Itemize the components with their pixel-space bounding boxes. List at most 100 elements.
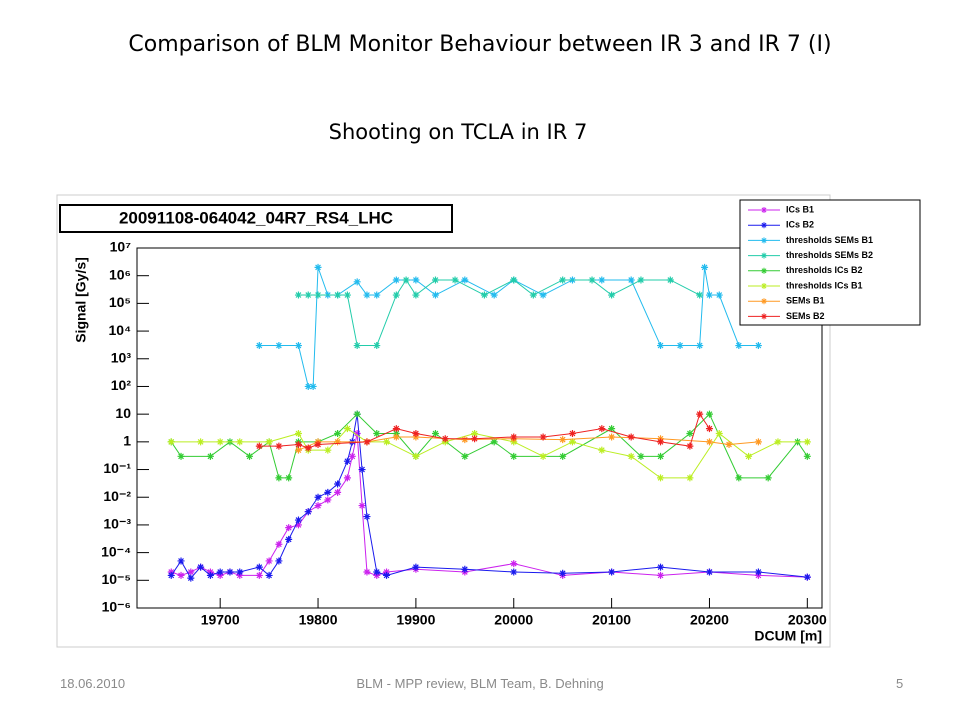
point-marker [353, 278, 361, 286]
point-marker [657, 452, 665, 460]
point-marker [471, 430, 479, 438]
point-marker [412, 430, 420, 438]
point-marker [657, 563, 665, 571]
x-tick-label: 20200 [690, 612, 729, 628]
point-marker [480, 291, 488, 299]
x-axis-label: DCUM [m] [754, 628, 822, 644]
point-marker [412, 452, 420, 460]
y-tick-label: 10⁻² [103, 488, 131, 504]
y-tick-label: 10⁻¹ [103, 460, 131, 476]
point-marker [598, 276, 606, 284]
point-marker [539, 433, 547, 441]
point-marker [735, 474, 743, 482]
point-marker [265, 571, 273, 579]
y-tick-label: 1 [123, 433, 131, 449]
point-marker [725, 441, 733, 449]
point-marker [657, 474, 665, 482]
point-marker [187, 574, 195, 582]
point-marker [304, 444, 312, 452]
legend-label: SEMs B2 [786, 311, 825, 321]
point-marker [246, 452, 254, 460]
footer-page: 5 [896, 676, 904, 691]
point-marker [431, 291, 439, 299]
point-marker [510, 568, 518, 576]
point-marker [353, 410, 361, 418]
point-marker [363, 291, 371, 299]
y-tick-label: 10³ [111, 349, 132, 365]
point-marker [343, 457, 351, 465]
point-marker [304, 291, 312, 299]
legend-marker [761, 283, 767, 289]
point-marker [490, 438, 498, 446]
point-marker [314, 493, 322, 501]
point-marker [275, 342, 283, 350]
point-marker [392, 291, 400, 299]
y-tick-label: 10⁻⁶ [102, 599, 131, 615]
point-marker [324, 446, 332, 454]
point-marker [754, 438, 762, 446]
point-marker [265, 557, 273, 565]
point-marker [358, 502, 366, 510]
point-marker [334, 430, 342, 438]
point-marker [598, 446, 606, 454]
point-marker [608, 425, 616, 433]
point-marker [334, 480, 342, 488]
point-marker [177, 571, 185, 579]
point-marker [353, 430, 361, 438]
point-marker [314, 502, 322, 510]
point-marker [559, 436, 567, 444]
point-marker [314, 441, 322, 449]
point-marker [275, 474, 283, 482]
legend-label: ICs B2 [786, 220, 814, 230]
point-marker [568, 430, 576, 438]
point-marker [177, 452, 185, 460]
x-tick-label: 20100 [592, 612, 631, 628]
point-marker [373, 430, 381, 438]
point-marker [255, 342, 263, 350]
point-marker [294, 342, 302, 350]
point-marker [627, 433, 635, 441]
y-tick-label: 10⁻³ [103, 516, 131, 532]
plot-area [136, 247, 823, 609]
point-marker [294, 516, 302, 524]
point-marker [363, 438, 371, 446]
point-marker [705, 410, 713, 418]
y-tick-label: 10⁴ [109, 322, 132, 338]
point-marker [686, 474, 694, 482]
point-marker [803, 452, 811, 460]
point-marker [216, 438, 224, 446]
chart-title-box [59, 204, 453, 233]
legend-label: SEMs B1 [786, 296, 825, 306]
point-marker [304, 382, 312, 390]
point-marker [167, 438, 175, 446]
point-marker [348, 452, 356, 460]
point-marker [275, 540, 283, 548]
point-marker [754, 568, 762, 576]
point-marker [510, 276, 518, 284]
point-marker [666, 276, 674, 284]
point-marker [764, 474, 772, 482]
point-marker [471, 435, 479, 443]
point-marker [373, 342, 381, 350]
point-marker [461, 452, 469, 460]
point-marker [627, 276, 635, 284]
footer-date: 18.06.2010 [60, 676, 126, 691]
legend-label: thresholds ICs B1 [786, 280, 863, 290]
series-line [298, 436, 759, 451]
point-marker [559, 276, 567, 284]
legend-label: thresholds ICs B2 [786, 265, 863, 275]
y-tick-label: 10⁶ [109, 266, 131, 282]
point-marker [275, 442, 283, 450]
point-marker [343, 474, 351, 482]
point-marker [324, 496, 332, 504]
point-marker [696, 291, 704, 299]
point-marker [373, 291, 381, 299]
y-tick-label: 10² [111, 377, 132, 393]
point-marker [324, 488, 332, 496]
point-marker [412, 276, 420, 284]
point-marker [314, 291, 322, 299]
point-marker [255, 442, 263, 450]
point-marker [608, 568, 616, 576]
point-marker [392, 425, 400, 433]
